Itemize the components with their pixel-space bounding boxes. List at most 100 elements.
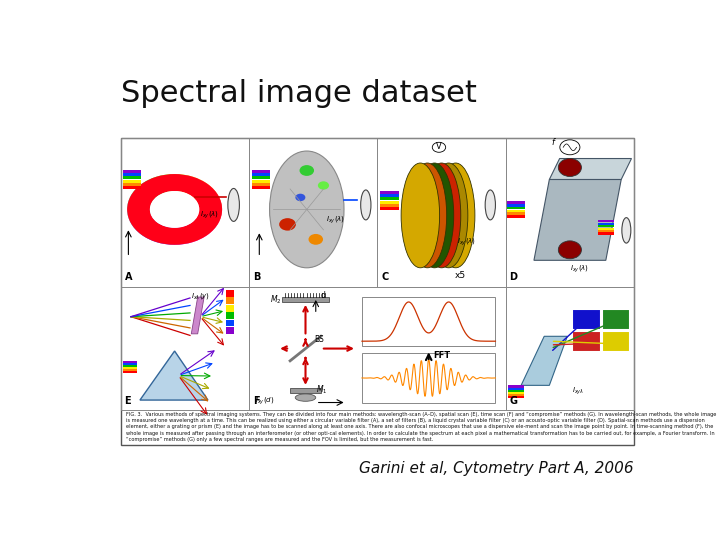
Wedge shape [144,182,159,195]
Wedge shape [134,191,153,200]
Wedge shape [189,225,202,239]
Wedge shape [198,215,219,222]
Wedge shape [195,219,215,229]
Wedge shape [128,214,150,218]
Wedge shape [191,223,207,236]
Wedge shape [187,179,199,194]
Wedge shape [197,194,217,201]
Wedge shape [143,223,158,236]
Wedge shape [131,217,152,224]
Wedge shape [199,213,221,216]
Wedge shape [129,200,150,205]
Ellipse shape [558,159,582,177]
Wedge shape [133,192,153,200]
Wedge shape [131,194,152,202]
Wedge shape [191,183,207,195]
Wedge shape [176,228,179,245]
Wedge shape [175,228,176,245]
Wedge shape [194,188,212,199]
Wedge shape [137,220,155,231]
Wedge shape [150,225,162,240]
Wedge shape [196,191,215,200]
Wedge shape [180,175,186,192]
Wedge shape [199,202,221,206]
Wedge shape [140,222,157,234]
Bar [598,230,613,232]
Wedge shape [192,184,208,197]
Wedge shape [135,220,154,230]
Wedge shape [199,213,221,216]
Wedge shape [186,178,197,193]
Wedge shape [196,191,215,200]
Wedge shape [158,176,166,192]
Wedge shape [172,174,174,191]
Wedge shape [195,191,215,200]
Wedge shape [152,178,163,193]
Wedge shape [197,195,218,202]
Wedge shape [129,199,151,204]
Wedge shape [176,228,179,245]
Bar [249,138,377,287]
Wedge shape [197,217,217,225]
Wedge shape [188,225,201,239]
Wedge shape [197,216,219,222]
Wedge shape [145,224,159,237]
Wedge shape [190,181,204,195]
Bar [598,222,613,225]
Text: BS: BS [315,335,324,345]
Wedge shape [161,227,168,244]
Wedge shape [127,213,150,215]
Wedge shape [146,224,160,238]
Wedge shape [169,174,172,191]
Polygon shape [521,336,567,386]
Wedge shape [158,176,166,192]
Bar [123,362,138,365]
Wedge shape [127,205,150,207]
Wedge shape [179,227,184,244]
Wedge shape [199,201,221,205]
Wedge shape [199,210,222,211]
Wedge shape [191,224,205,237]
Wedge shape [149,225,161,239]
Wedge shape [132,193,153,201]
Wedge shape [199,212,222,215]
Wedge shape [188,180,201,194]
Wedge shape [197,197,219,203]
Wedge shape [138,221,156,232]
Wedge shape [180,175,185,192]
Wedge shape [183,227,191,242]
Bar [251,173,269,176]
Bar [508,393,523,396]
Wedge shape [199,205,222,207]
Wedge shape [127,174,222,245]
Wedge shape [132,217,152,225]
Wedge shape [131,195,152,202]
Wedge shape [172,228,174,245]
Wedge shape [134,219,153,227]
Wedge shape [127,210,150,211]
Bar [507,215,525,218]
Wedge shape [186,226,197,241]
Wedge shape [156,226,165,242]
Wedge shape [127,206,150,208]
Wedge shape [193,186,211,198]
Wedge shape [199,207,222,208]
Wedge shape [194,187,212,198]
Wedge shape [199,205,222,207]
Wedge shape [178,174,181,191]
Wedge shape [195,190,215,199]
Wedge shape [198,198,220,204]
Wedge shape [133,218,153,227]
Wedge shape [179,174,184,191]
Wedge shape [197,217,218,224]
Wedge shape [188,179,200,194]
Wedge shape [151,225,163,240]
Bar [123,180,141,183]
Wedge shape [150,225,162,240]
Wedge shape [199,204,222,207]
Wedge shape [184,177,194,193]
Wedge shape [196,218,216,227]
Wedge shape [130,197,151,203]
Wedge shape [194,220,213,230]
Wedge shape [151,179,163,193]
